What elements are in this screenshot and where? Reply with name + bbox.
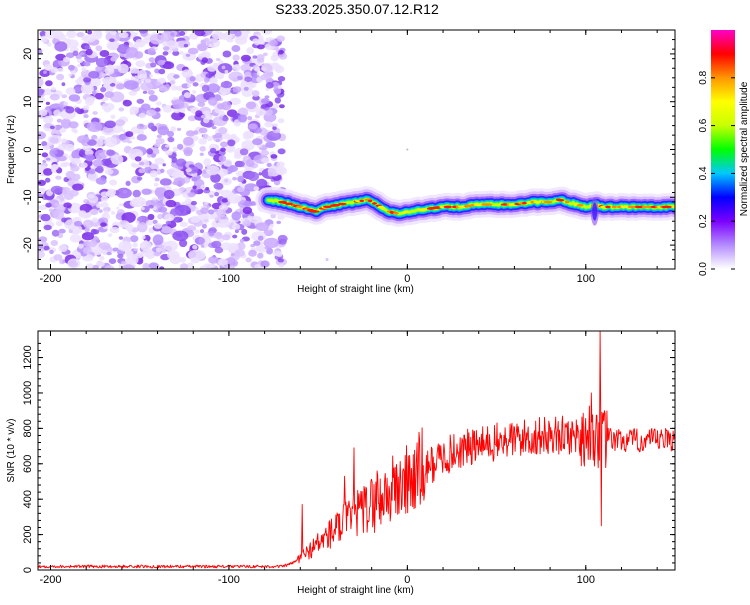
ridge-hotspot: [322, 205, 332, 209]
ridge-hotspot: [473, 203, 481, 206]
ridge-hotspot: [620, 205, 626, 209]
x-axis-label: Height of straight line (km): [297, 284, 414, 295]
ridge-hotspot: [641, 205, 647, 209]
y-tick-label: 400: [22, 490, 34, 508]
colorbar-tick-label: 0.0: [698, 262, 709, 276]
ridge-hotspot: [421, 208, 427, 211]
y-tick-label: 1000: [22, 381, 34, 405]
ridge-hotspot: [522, 201, 527, 205]
y-tick-label: 0: [22, 567, 34, 573]
x-tick-label: -200: [39, 273, 61, 285]
y-axis-label: SNR (10 * v/v): [6, 419, 17, 483]
ridge-hotspot: [392, 212, 399, 215]
x-axis-label: Height of straight line (km): [297, 585, 414, 596]
colorbar-tick-label: 0.4: [698, 166, 709, 180]
ridge-hotspot: [309, 210, 320, 213]
noise-region: [38, 30, 288, 269]
y-tick-label: 200: [22, 525, 34, 543]
ridge-hotspot: [543, 200, 553, 204]
spectrogram-plot-area: [38, 30, 675, 269]
colorbar-tick-label: 0.6: [698, 118, 709, 132]
speck: [406, 148, 409, 151]
x-tick-label: -200: [39, 574, 61, 586]
y-tick-label: -20: [22, 237, 34, 253]
colorbar-label: Normalized spectral amplitude: [739, 81, 750, 216]
snr-series-line: [38, 331, 675, 569]
snr-plot-area: [38, 331, 675, 569]
y-tick-label: 800: [22, 419, 34, 437]
ridge-hotspot: [368, 199, 373, 203]
x-tick-label: -100: [218, 273, 240, 285]
colorbar-gradient: [711, 30, 735, 269]
ridge-hotspot: [557, 198, 565, 202]
ridge-band: [255, 148, 675, 261]
snr-frame: [37, 330, 676, 571]
ridge-hotspot: [380, 206, 386, 210]
colorbar: 0.0 0.2 0.4 0.6 0.8 Normalized spectral ampli…: [698, 30, 750, 276]
ridge-hotspot: [646, 205, 652, 209]
ridge-hotspot: [564, 200, 570, 204]
ridge-hotspot: [611, 205, 617, 209]
ridge-hotspot: [372, 202, 377, 205]
x-tick-label: 100: [577, 273, 595, 285]
x-tick-label: -100: [218, 574, 240, 586]
page-title: S233.2025.350.07.12.R12: [275, 1, 439, 17]
y-tick-label: 1200: [22, 345, 34, 369]
speck: [325, 257, 329, 261]
ridge-hotspot: [605, 205, 611, 209]
y-tick-label: -10: [22, 189, 34, 205]
x-tick-label: 0: [404, 574, 410, 586]
ridge-hotspot: [573, 202, 579, 206]
x-tick-label: 0: [404, 273, 410, 285]
ridge-hotspot: [403, 210, 410, 214]
y-axis-label: Frequency (Hz): [6, 115, 17, 184]
ridge-hotspot: [600, 205, 608, 209]
x-tick-label: 100: [577, 574, 595, 586]
y-tick-label: 20: [22, 48, 34, 60]
ridge-hotspot: [447, 205, 452, 209]
ridge-hotspot: [576, 204, 584, 207]
ridge-hotspot: [359, 199, 364, 203]
y-tick-label: 10: [22, 96, 34, 108]
y-tick-label: 0: [22, 146, 34, 152]
colorbar-tick-label: 0.8: [698, 70, 709, 84]
snr-panel: -200 -100 0 100020040060080010001200Height …: [6, 330, 676, 596]
ridge-hotspot: [331, 203, 341, 207]
ridge-hotspot: [483, 203, 493, 206]
ridge-hotspot: [338, 202, 347, 206]
ridge-hotspot: [533, 200, 542, 204]
ridge-hotspot: [284, 202, 293, 206]
ridge-blob: [592, 202, 598, 221]
colorbar-tick-label: 0.2: [698, 214, 709, 228]
ridge-hotspot: [671, 205, 675, 209]
ridge-hotspot: [663, 205, 672, 209]
y-tick-label: 600: [22, 455, 34, 473]
